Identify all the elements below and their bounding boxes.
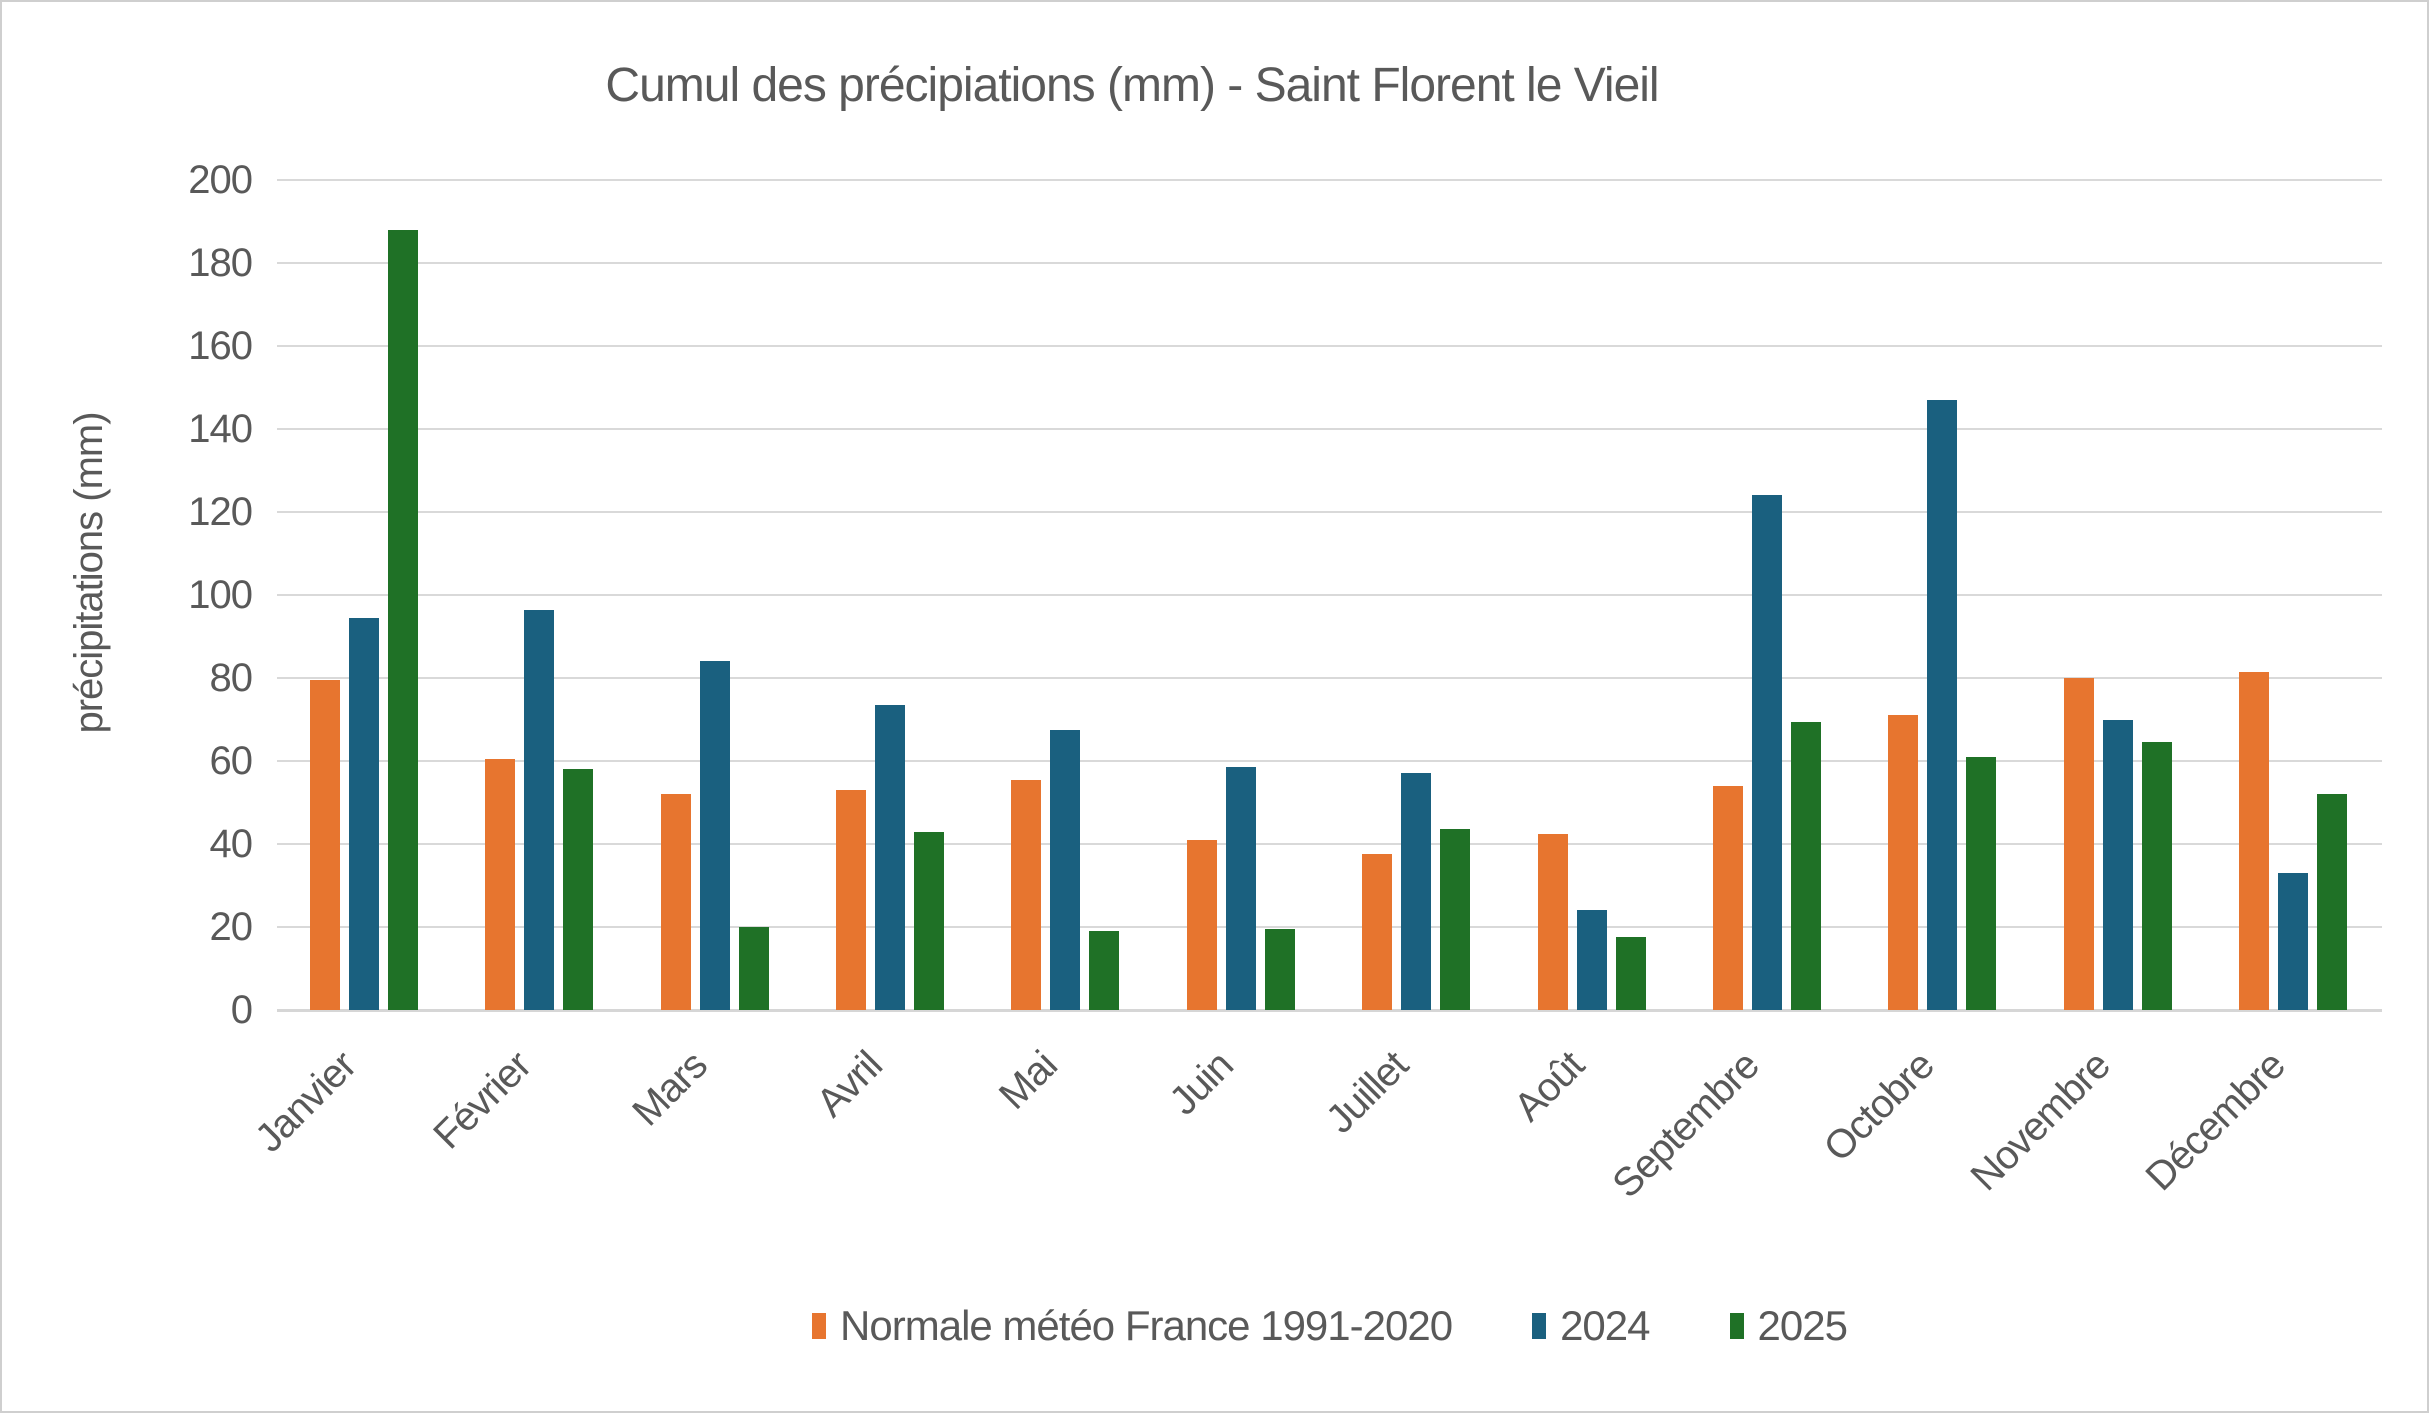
legend-marker-2025-icon [1729, 1313, 1744, 1339]
bar-normale-météo-france-1991-2020-octobre [1888, 715, 1919, 1010]
bar-2024-novembre [2102, 719, 2133, 1010]
bar-2025-février [563, 769, 594, 1010]
legend-marker-normale-icon [812, 1313, 827, 1339]
gridline [277, 511, 2382, 513]
bar-normale-météo-france-1991-2020-mai [1011, 779, 1042, 1010]
legend-item-2025: 2025 [1729, 1302, 1848, 1350]
bar-2025-novembre [2141, 742, 2172, 1010]
bar-normale-météo-france-1991-2020-août [1537, 833, 1568, 1010]
bar-2024-février [524, 609, 555, 1010]
y-tick-label: 0 [230, 988, 253, 1032]
y-tick-label: 140 [188, 407, 253, 451]
y-tick-label: 180 [188, 241, 253, 285]
bar-2025-janvier [388, 229, 418, 1010]
bar-2025-août [1615, 937, 1646, 1010]
chart-title: Cumul des précipiations (mm) - Saint Flo… [605, 59, 1659, 112]
bar-normale-météo-france-1991-2020-février [485, 758, 516, 1010]
y-tick-label: 60 [209, 739, 254, 783]
legend-label-normale: Normale météo France 1991-2020 [840, 1302, 1453, 1349]
y-tick-label: 20 [209, 905, 254, 949]
bar-normale-météo-france-1991-2020-novembre [2063, 678, 2094, 1010]
x-axis-line [277, 1009, 2382, 1012]
bar-2025-octobre [1966, 756, 1997, 1010]
bar-normale-météo-france-1991-2020-avril [836, 790, 867, 1010]
gridline [277, 179, 2382, 181]
y-tick-label: 80 [209, 656, 254, 700]
bar-2025-décembre [2316, 794, 2347, 1010]
gridline [277, 677, 2382, 679]
gridline [277, 843, 2382, 845]
bar-2025-mai [1089, 931, 1120, 1010]
bar-2024-mars [699, 661, 730, 1010]
legend-item-2024: 2024 [1532, 1302, 1651, 1350]
bar-2024-janvier [349, 617, 379, 1010]
y-tick-label: 100 [188, 573, 253, 617]
bar-normale-météo-france-1991-2020-janvier [310, 680, 340, 1010]
legend: Normale météo France 1991-2020 2024 2025 [277, 1302, 2382, 1350]
gridline [277, 926, 2382, 928]
bar-2025-juillet [1440, 829, 1471, 1010]
y-tick-label: 160 [188, 324, 253, 368]
bar-2025-juin [1264, 929, 1295, 1010]
bar-2024-septembre [1751, 495, 1782, 1010]
bar-2024-août [1576, 910, 1607, 1010]
bar-2024-juillet [1401, 773, 1432, 1010]
y-tick-label: 120 [188, 490, 253, 534]
y-tick-label: 200 [188, 158, 253, 202]
bar-normale-météo-france-1991-2020-septembre [1712, 785, 1743, 1010]
y-tick-label: 40 [209, 822, 254, 866]
legend-item-normale: Normale météo France 1991-2020 [812, 1302, 1453, 1350]
bar-2024-octobre [1927, 399, 1958, 1010]
gridline [277, 262, 2382, 264]
bar-2025-septembre [1790, 721, 1821, 1010]
gridline [277, 760, 2382, 762]
bar-2024-décembre [2277, 873, 2308, 1010]
bar-normale-météo-france-1991-2020-juin [1186, 839, 1217, 1010]
bar-normale-météo-france-1991-2020-juillet [1362, 854, 1393, 1010]
bar-2024-avril [875, 704, 906, 1010]
bar-normale-météo-france-1991-2020-mars [660, 794, 691, 1010]
bar-2025-avril [914, 831, 945, 1010]
gridline [277, 594, 2382, 596]
gridline [277, 345, 2382, 347]
legend-marker-2024-icon [1532, 1313, 1547, 1339]
gridline [277, 428, 2382, 430]
bar-2024-juin [1225, 767, 1256, 1010]
legend-label-2024: 2024 [1560, 1302, 1650, 1349]
bar-2025-mars [738, 927, 769, 1010]
legend-label-2025: 2025 [1757, 1302, 1848, 1349]
bar-normale-météo-france-1991-2020-décembre [2238, 671, 2269, 1010]
bar-2024-mai [1050, 729, 1081, 1010]
